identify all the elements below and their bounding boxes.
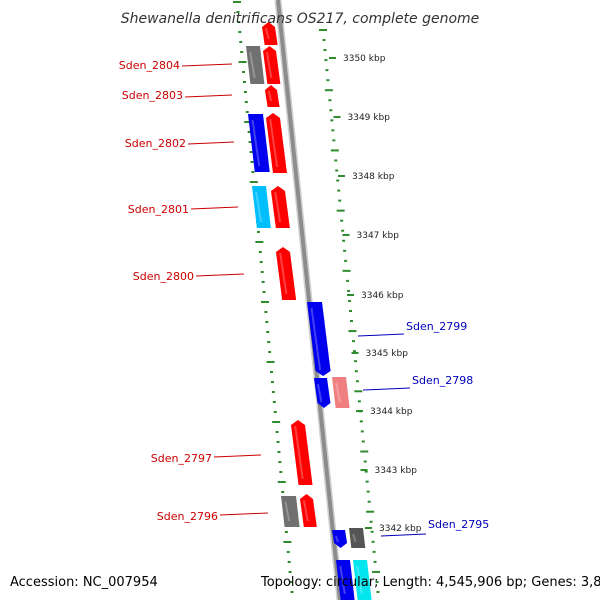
gene-highlight bbox=[274, 191, 282, 223]
gene-features bbox=[246, 22, 372, 600]
gene-feature[interactable] bbox=[262, 22, 278, 45]
genome-backbone bbox=[274, 0, 344, 600]
gene-highlight bbox=[269, 118, 279, 168]
gene-label-leader bbox=[181, 63, 233, 67]
gene-feature[interactable] bbox=[265, 85, 280, 107]
gene-highlight bbox=[249, 51, 256, 79]
ruler-label: 3347 kbp bbox=[357, 231, 400, 241]
gene-label-leader bbox=[362, 387, 411, 391]
ruler-label: 3345 kbp bbox=[366, 349, 409, 359]
gene-label[interactable]: Sden_2804 bbox=[119, 59, 180, 72]
gene-feature[interactable] bbox=[336, 560, 355, 600]
gene-label[interactable]: Sden_2800 bbox=[133, 270, 194, 283]
gene-feature[interactable] bbox=[252, 186, 271, 228]
ruler-label: 3350 kbp bbox=[343, 54, 386, 64]
gene-label[interactable]: Sden_2801 bbox=[128, 203, 189, 216]
gene-label[interactable]: Sden_2799 bbox=[406, 320, 467, 333]
gene-highlight bbox=[294, 425, 304, 480]
gene-feature[interactable] bbox=[353, 560, 372, 600]
gene-feature[interactable] bbox=[266, 113, 287, 173]
gene-label-leader bbox=[219, 512, 269, 516]
ruler-label: 3343 kbp bbox=[375, 466, 418, 476]
gene-label[interactable]: Sden_2795 bbox=[428, 518, 489, 531]
gene-label-leader bbox=[184, 94, 233, 98]
ruler-label: 3348 kbp bbox=[352, 172, 395, 182]
map-title: Shewanella denitrificans OS217, complete… bbox=[121, 11, 480, 27]
gene-label-leader bbox=[357, 333, 405, 337]
gene-label-leader bbox=[195, 273, 245, 277]
gene-label[interactable]: Sden_2798 bbox=[412, 374, 473, 387]
gene-highlight bbox=[334, 535, 339, 543]
gene-feature[interactable] bbox=[246, 46, 265, 84]
gene-highlight bbox=[310, 307, 322, 371]
gene-feature[interactable] bbox=[314, 378, 331, 408]
gene-feature[interactable] bbox=[276, 247, 297, 300]
ruler-label: 3344 kbp bbox=[370, 407, 413, 417]
gene-feature[interactable] bbox=[271, 186, 290, 228]
gene-highlight bbox=[302, 499, 309, 522]
gene-highlight bbox=[255, 191, 263, 223]
accession-text: Accession: NC_007954 bbox=[10, 575, 158, 590]
gene-highlight bbox=[251, 119, 261, 167]
gene-label[interactable]: Sden_2803 bbox=[122, 89, 183, 102]
gene-feature[interactable] bbox=[291, 420, 313, 485]
ruler: 3350 kbp 3349 kbp 3348 kbp 3347 kbp 3346 kbp… bbox=[329, 54, 422, 534]
gene-feature[interactable] bbox=[281, 496, 300, 527]
genome-summary-text: Topology: circular; Length: 4,545,906 bp… bbox=[260, 575, 600, 590]
gene-label[interactable]: Sden_2802 bbox=[125, 137, 186, 150]
ruler-label: 3342 kbp bbox=[379, 524, 422, 534]
reverse-strand-guide bbox=[319, 29, 381, 593]
gene-highlight bbox=[264, 27, 270, 40]
gene-highlight bbox=[356, 565, 363, 595]
gene-feature[interactable] bbox=[248, 114, 270, 172]
gene-label[interactable]: Sden_2797 bbox=[151, 452, 212, 465]
gene-highlight bbox=[316, 383, 323, 403]
gene-label[interactable]: Sden_2796 bbox=[157, 510, 218, 523]
gene-feature[interactable] bbox=[263, 46, 281, 84]
gene-highlight bbox=[267, 90, 273, 102]
gene-highlight bbox=[339, 565, 346, 595]
gene-label-leader bbox=[190, 206, 239, 210]
backbone-line bbox=[276, 0, 342, 600]
gene-label-leader bbox=[213, 454, 262, 458]
ruler-label: 3349 kbp bbox=[348, 113, 391, 123]
gene-feature[interactable] bbox=[307, 302, 331, 376]
gene-highlight bbox=[265, 51, 273, 79]
ruler-label: 3346 kbp bbox=[361, 291, 404, 301]
gene-labels: Sden_2804 Sden_2803 Sden_2802 Sden_2801 Sden… bbox=[119, 59, 489, 537]
gene-feature[interactable] bbox=[349, 528, 366, 548]
gene-feature[interactable] bbox=[332, 377, 350, 408]
gene-highlight bbox=[284, 501, 291, 522]
gene-feature[interactable] bbox=[300, 494, 317, 527]
gene-label-leader bbox=[187, 141, 235, 145]
gene-feature[interactable] bbox=[332, 530, 348, 548]
gene-highlight bbox=[279, 252, 288, 295]
gene-label-leader bbox=[380, 533, 427, 537]
gene-highlight bbox=[335, 382, 341, 403]
gene-highlight bbox=[352, 533, 357, 543]
